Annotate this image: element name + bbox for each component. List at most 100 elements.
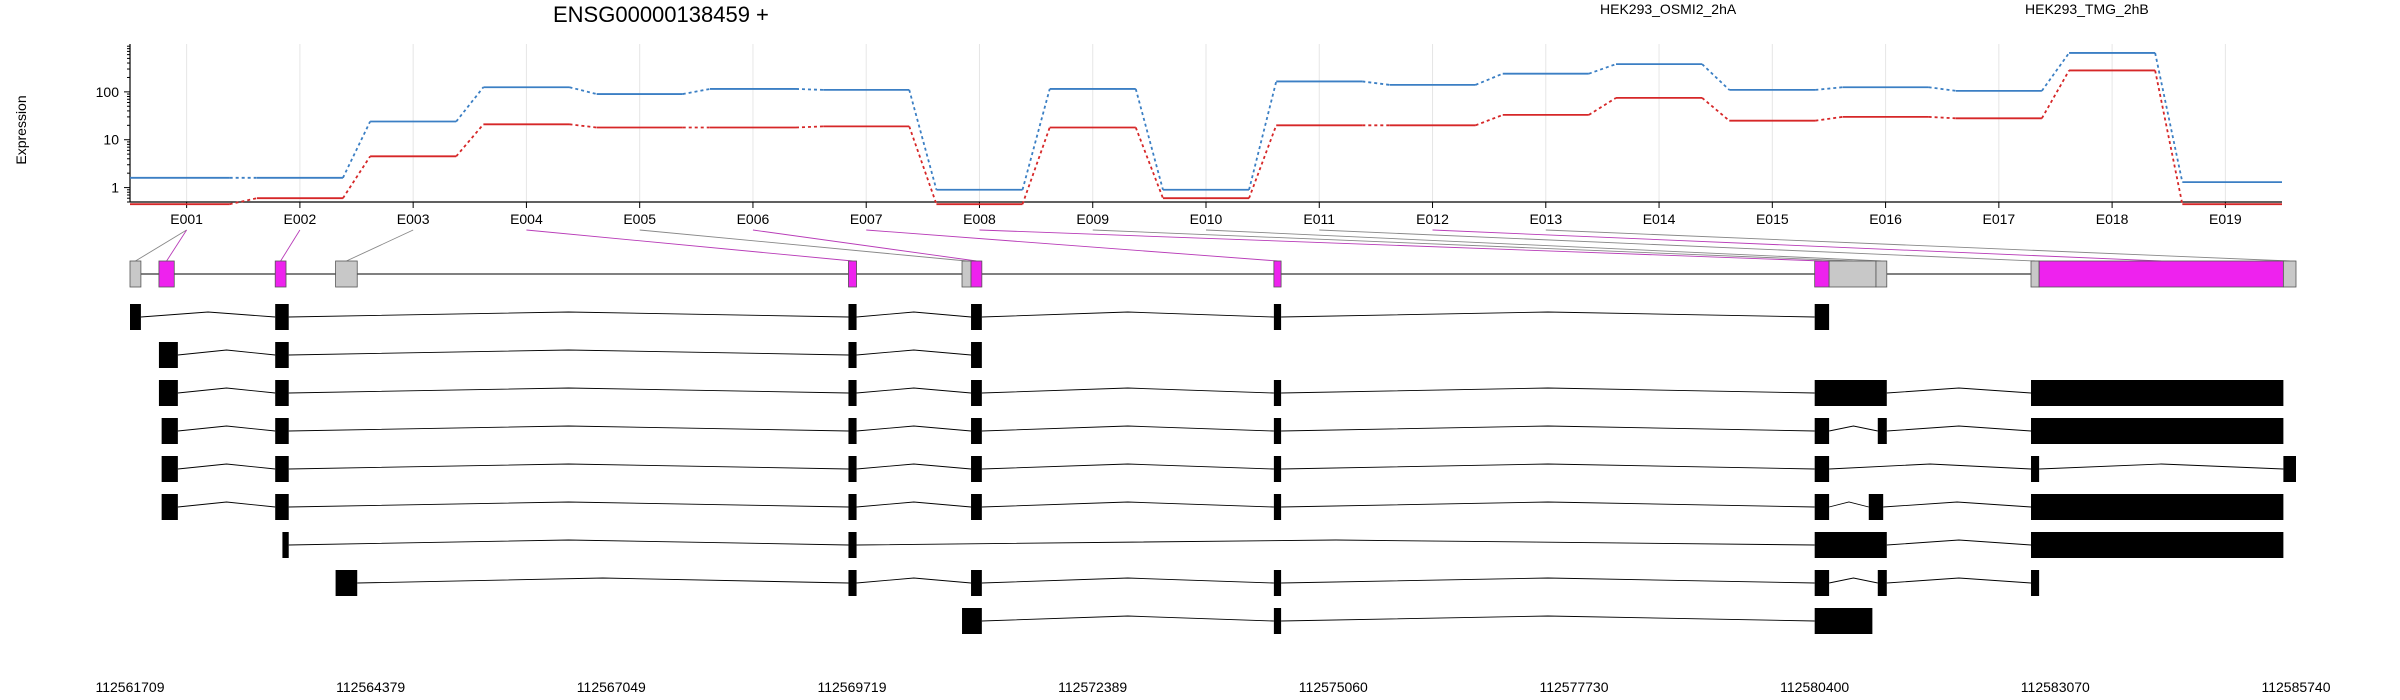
- exon-label: E004: [510, 211, 543, 227]
- transcript-exon: [971, 494, 982, 520]
- exon-label: E001: [170, 211, 203, 227]
- transcript-intron: [177, 349, 276, 356]
- transcript-intron: [177, 387, 276, 394]
- transcript-intron: [1883, 501, 2032, 508]
- transcript-intron: [1281, 387, 1815, 394]
- transcript-exon: [275, 418, 289, 444]
- series-connector: [2154, 70, 2184, 205]
- transcript-exon: [2283, 456, 2296, 482]
- transcript-intron: [288, 425, 849, 432]
- transcript-intron: [288, 349, 849, 356]
- exon-connector: [1205, 229, 1882, 262]
- transcript-exon: [282, 532, 289, 558]
- exon-connector: [135, 229, 187, 262]
- transcript-exon: [1273, 418, 1282, 444]
- transcript-exon: [848, 456, 857, 482]
- genomic-axis: 112561709 112564379 112567049 112569719 1125…: [95, 679, 2330, 695]
- legend-series-b: HEK293_TMG_2hB: [2025, 1, 2149, 17]
- exon-label: E016: [1869, 211, 1902, 227]
- exon-connector: [639, 229, 967, 262]
- transcript-row: [161, 418, 2284, 444]
- series-connector: [795, 88, 824, 91]
- series-connector: [2041, 70, 2070, 119]
- exon-connector: [526, 229, 853, 262]
- series-connector: [229, 197, 258, 206]
- transcript-exon: [2031, 380, 2284, 406]
- exon-connector: [346, 229, 414, 262]
- series-connector: [1701, 97, 1730, 122]
- transcript-intron: [1886, 577, 2032, 584]
- transcript-exon: [1814, 532, 1887, 558]
- transcript-intron: [981, 577, 1274, 584]
- exon-connectors: [135, 229, 2290, 262]
- series-connector: [1588, 97, 1617, 116]
- genomic-tick-label: 112561709: [95, 679, 164, 695]
- transcript-exon: [275, 304, 289, 330]
- series-connector: [455, 86, 485, 123]
- transcript-exon: [275, 494, 289, 520]
- exon-connector: [1545, 229, 2290, 262]
- transcript-exon: [275, 342, 289, 368]
- transcript-row: [335, 570, 2040, 596]
- y-axis: 1 10 100: [96, 44, 131, 203]
- transcript-exon: [2031, 494, 2284, 520]
- series-connector: [1248, 81, 1278, 191]
- exon-label: E003: [397, 211, 430, 227]
- transcript-intron: [856, 349, 972, 356]
- transcript-row: [130, 304, 1830, 330]
- exon-box: [1814, 260, 1830, 288]
- transcript-row: [962, 608, 1873, 634]
- legend-series-a: HEK293_OSMI2_2hA: [1600, 1, 1737, 17]
- exon-connector: [1092, 229, 1853, 262]
- series-connector: [2154, 52, 2184, 183]
- transcript-intron: [856, 463, 972, 470]
- transcript-exon: [971, 342, 982, 368]
- genomic-tick-label: 112567049: [577, 679, 646, 695]
- transcript-intron: [1886, 425, 2032, 432]
- transcript-exon: [1273, 304, 1282, 330]
- transcript-intron: [1886, 539, 2032, 546]
- transcript-intron: [1829, 463, 2032, 470]
- exon-label: E014: [1643, 211, 1676, 227]
- exon-connector: [979, 229, 1822, 262]
- transcript-intron: [981, 501, 1274, 508]
- grid: [186, 44, 2226, 202]
- exon-label: E017: [1982, 211, 2015, 227]
- exon-box: [2030, 260, 2040, 288]
- genomic-tick-label: 112564379: [336, 679, 405, 695]
- exon-label: E012: [1416, 211, 1449, 227]
- transcript-exon: [130, 304, 141, 330]
- genomic-tick-label: 112585740: [2261, 679, 2330, 695]
- transcript-intron: [288, 311, 849, 318]
- transcript-intron: [981, 387, 1274, 394]
- transcript-exon: [971, 418, 982, 444]
- transcript-intron: [288, 539, 849, 546]
- exon-label: E008: [963, 211, 996, 227]
- transcript-intron: [981, 463, 1274, 470]
- transcript-exon: [335, 570, 358, 596]
- series-connector: [1701, 63, 1730, 91]
- exon-label: E009: [1076, 211, 1109, 227]
- transcript-models: [130, 304, 2296, 634]
- transcript-exon: [1273, 494, 1282, 520]
- transcript-intron: [177, 501, 276, 508]
- series-connector: [1815, 115, 1843, 122]
- transcript-exon: [848, 418, 857, 444]
- exon-box: [129, 260, 142, 288]
- series-connector: [2041, 52, 2070, 92]
- transcript-exon: [1868, 494, 1884, 520]
- series-connector: [1475, 114, 1504, 127]
- exon-box: [2282, 260, 2297, 288]
- transcript-intron: [856, 577, 972, 584]
- series-connector: [1928, 115, 1956, 120]
- transcript-intron: [1829, 425, 1878, 432]
- series-b: [130, 52, 2282, 191]
- series-connector: [569, 123, 597, 129]
- genomic-tick-label: 112577730: [1539, 679, 1608, 695]
- transcript-intron: [177, 463, 276, 470]
- transcript-intron: [1828, 501, 1869, 508]
- transcript-exon: [971, 570, 982, 596]
- exon-connector: [1319, 229, 2036, 262]
- series-connector: [1475, 72, 1504, 86]
- transcript-intron: [1281, 615, 1815, 622]
